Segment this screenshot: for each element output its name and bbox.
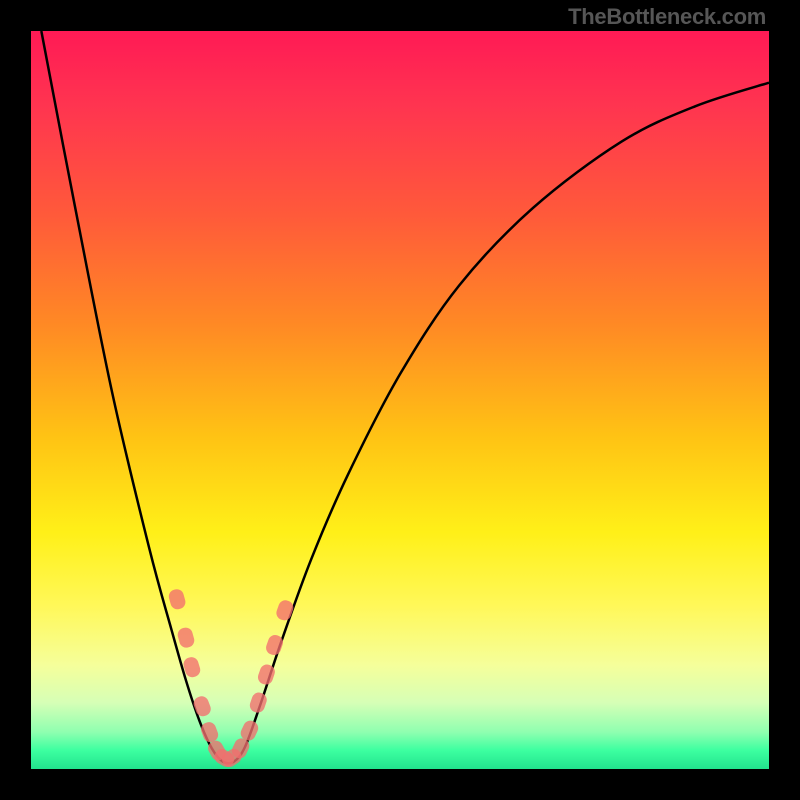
chart-svg [31, 31, 769, 769]
watermark-text: TheBottleneck.com [568, 4, 766, 30]
plot-area [31, 31, 769, 769]
chart-frame: TheBottleneck.com [0, 0, 800, 800]
gradient-background [31, 31, 769, 769]
